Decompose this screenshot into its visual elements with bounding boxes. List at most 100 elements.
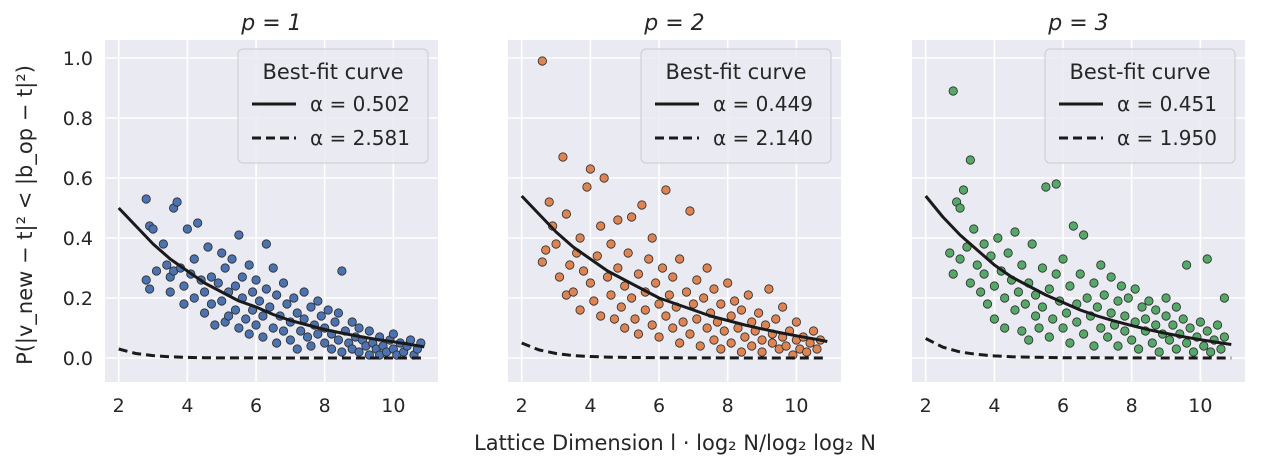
data-point (248, 287, 258, 297)
data-point (965, 278, 975, 288)
data-point (976, 287, 986, 297)
data-point (145, 284, 155, 294)
legend: Best-fit curve α = 0.502 α = 2.581 (237, 48, 429, 164)
data-point (141, 275, 151, 285)
data-point (1154, 347, 1164, 357)
data-point (609, 314, 620, 324)
data-point (1113, 341, 1123, 351)
data-point (1079, 329, 1089, 339)
data-point (626, 212, 637, 222)
data-point (702, 263, 712, 273)
data-point (1079, 230, 1089, 240)
data-point (182, 224, 192, 234)
data-point (757, 347, 767, 357)
data-point (561, 209, 571, 219)
data-point (282, 299, 292, 309)
data-point (781, 341, 791, 351)
data-point (791, 317, 801, 327)
x-tick-label: 4 (181, 395, 193, 417)
data-point (148, 224, 158, 234)
y-tick-label: 0.6 (63, 168, 93, 190)
data-point (948, 86, 958, 96)
y-tick-label: 0.0 (63, 348, 93, 370)
data-point (251, 275, 261, 285)
data-point (289, 293, 299, 303)
data-point (736, 305, 747, 315)
data-point (254, 296, 265, 306)
data-point (1013, 287, 1024, 297)
data-point (1113, 296, 1123, 306)
data-point (661, 311, 671, 321)
data-point (633, 329, 644, 339)
data-point (554, 272, 565, 282)
data-point (723, 278, 733, 288)
data-point (223, 311, 234, 321)
data-point (754, 308, 764, 318)
data-point (1202, 254, 1212, 264)
data-point (630, 314, 640, 324)
data-point (606, 290, 616, 300)
data-point (582, 182, 592, 192)
data-point (764, 284, 774, 294)
data-point (606, 239, 616, 249)
data-point (965, 155, 975, 165)
data-point (268, 323, 278, 333)
data-point (292, 344, 302, 354)
data-point (1127, 335, 1137, 345)
data-point (244, 329, 254, 339)
fit-curve-solid (520, 194, 828, 343)
data-point (172, 197, 182, 207)
data-point (272, 338, 282, 348)
data-point (1144, 296, 1154, 306)
data-point (651, 278, 661, 288)
x-tick-label: 2 (516, 395, 528, 417)
data-point (316, 311, 326, 321)
data-point (955, 203, 965, 213)
data-point (945, 248, 955, 258)
data-point (596, 311, 606, 321)
x-tick-label: 4 (988, 395, 1000, 417)
fit-curve-dashed (925, 337, 1232, 360)
data-point (989, 281, 999, 291)
data-point (685, 206, 695, 216)
data-point (637, 200, 647, 210)
data-point (565, 260, 575, 270)
data-point (989, 314, 999, 324)
y-tick-label: 0.4 (63, 228, 93, 250)
data-point (1096, 323, 1106, 333)
data-point (354, 323, 364, 333)
data-point (1182, 260, 1192, 270)
data-point (979, 239, 989, 249)
data-point (333, 308, 344, 318)
data-point (544, 197, 554, 207)
legend-box (1044, 48, 1236, 164)
legend-entry-label: α = 2.581 (310, 126, 410, 150)
data-point (1202, 326, 1212, 336)
data-point (640, 305, 650, 315)
data-point (347, 317, 357, 327)
data-point (729, 296, 740, 306)
data-point (993, 233, 1003, 243)
data-point (199, 308, 210, 318)
data-point (258, 332, 268, 342)
data-point (1092, 302, 1102, 312)
legend-title: Best-fit curve (1069, 60, 1210, 84)
data-point (726, 311, 736, 321)
data-point (179, 299, 189, 309)
data-point (364, 326, 374, 336)
data-point (165, 287, 175, 297)
data-point (1106, 272, 1116, 282)
data-point (1120, 311, 1130, 321)
data-point (616, 302, 626, 312)
data-point (251, 320, 261, 330)
data-point (1044, 332, 1054, 342)
data-point (678, 317, 688, 327)
legend-entry-label: α = 0.451 (1117, 92, 1217, 116)
fit-curve-solid (117, 206, 425, 349)
data-point (575, 305, 585, 315)
data-point (1206, 347, 1216, 357)
data-point (1171, 302, 1181, 312)
data-point (261, 284, 271, 294)
data-point (592, 251, 602, 261)
